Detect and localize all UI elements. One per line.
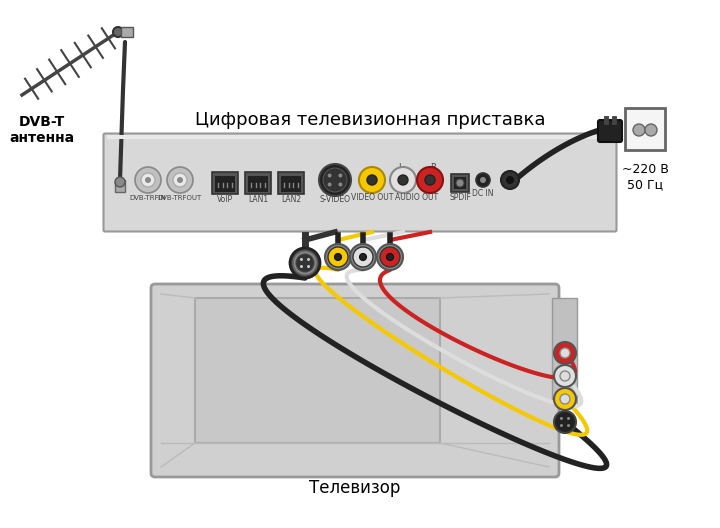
Bar bbox=[195, 298, 440, 443]
Circle shape bbox=[501, 171, 519, 189]
Circle shape bbox=[335, 253, 341, 260]
Circle shape bbox=[323, 168, 347, 192]
Bar bbox=[281, 176, 301, 192]
Circle shape bbox=[300, 258, 303, 261]
Circle shape bbox=[554, 411, 576, 433]
Circle shape bbox=[480, 177, 486, 183]
FancyBboxPatch shape bbox=[104, 134, 616, 231]
Circle shape bbox=[560, 424, 563, 427]
Circle shape bbox=[177, 177, 183, 183]
Bar bbox=[248, 176, 268, 192]
Circle shape bbox=[338, 183, 343, 186]
Circle shape bbox=[380, 247, 400, 267]
Text: Цифровая телевизионная приставка: Цифровая телевизионная приставка bbox=[194, 111, 545, 129]
Circle shape bbox=[338, 174, 343, 177]
Bar bbox=[215, 176, 235, 192]
Circle shape bbox=[113, 27, 123, 37]
Circle shape bbox=[290, 248, 320, 278]
Circle shape bbox=[353, 247, 373, 267]
Text: Телевизор: Телевизор bbox=[310, 479, 401, 497]
Bar bbox=[245, 172, 271, 194]
Circle shape bbox=[387, 253, 394, 260]
Circle shape bbox=[145, 177, 151, 183]
Text: VIDEO OUT: VIDEO OUT bbox=[351, 193, 393, 202]
Bar bbox=[625, 108, 665, 150]
Circle shape bbox=[307, 258, 310, 261]
Circle shape bbox=[350, 244, 376, 270]
Circle shape bbox=[359, 167, 385, 193]
Text: L: L bbox=[397, 163, 402, 172]
Bar bbox=[451, 174, 469, 192]
Text: DVB-T
антенна: DVB-T антенна bbox=[9, 115, 75, 145]
Circle shape bbox=[560, 371, 570, 381]
Bar bbox=[278, 172, 304, 194]
Circle shape bbox=[328, 247, 348, 267]
Circle shape bbox=[115, 177, 125, 187]
Circle shape bbox=[328, 174, 332, 177]
Circle shape bbox=[560, 348, 570, 358]
Text: AUDIO OUT: AUDIO OUT bbox=[395, 193, 438, 202]
Circle shape bbox=[417, 167, 443, 193]
Circle shape bbox=[293, 251, 317, 275]
Circle shape bbox=[296, 254, 314, 272]
Circle shape bbox=[554, 342, 576, 364]
Circle shape bbox=[390, 167, 416, 193]
Circle shape bbox=[554, 388, 576, 410]
Circle shape bbox=[377, 244, 403, 270]
Circle shape bbox=[645, 124, 657, 136]
Circle shape bbox=[328, 183, 332, 186]
Circle shape bbox=[425, 175, 435, 185]
Circle shape bbox=[567, 417, 570, 420]
Circle shape bbox=[319, 164, 351, 196]
Bar bbox=[115, 180, 125, 192]
Circle shape bbox=[456, 179, 464, 187]
Bar bbox=[107, 135, 613, 139]
Text: VoIP: VoIP bbox=[217, 195, 233, 204]
Circle shape bbox=[367, 175, 377, 185]
Circle shape bbox=[554, 365, 576, 387]
Circle shape bbox=[167, 167, 193, 193]
Circle shape bbox=[141, 173, 155, 187]
Circle shape bbox=[560, 394, 570, 404]
Text: SPDIF: SPDIF bbox=[449, 193, 471, 202]
Text: LAN1: LAN1 bbox=[248, 195, 268, 204]
Bar bbox=[212, 172, 238, 194]
Bar bbox=[552, 298, 577, 403]
Circle shape bbox=[476, 173, 490, 187]
Circle shape bbox=[506, 176, 514, 184]
Bar bbox=[454, 177, 466, 189]
FancyBboxPatch shape bbox=[151, 284, 559, 477]
Bar bbox=[121, 27, 133, 37]
Text: DC IN: DC IN bbox=[472, 189, 494, 198]
Circle shape bbox=[567, 424, 570, 427]
Circle shape bbox=[359, 253, 366, 260]
Text: DVB-TRFIN: DVB-TRFIN bbox=[130, 195, 166, 201]
Text: LAN2: LAN2 bbox=[281, 195, 301, 204]
Circle shape bbox=[398, 175, 408, 185]
Circle shape bbox=[633, 124, 645, 136]
FancyBboxPatch shape bbox=[598, 120, 622, 142]
Circle shape bbox=[325, 244, 351, 270]
Circle shape bbox=[307, 265, 310, 268]
Circle shape bbox=[560, 417, 563, 420]
Text: ~220 В
50 Гц: ~220 В 50 Гц bbox=[621, 163, 668, 191]
Text: DVB-TRFOUT: DVB-TRFOUT bbox=[158, 195, 202, 201]
Circle shape bbox=[173, 173, 187, 187]
Text: S-VIDEO: S-VIDEO bbox=[320, 195, 351, 204]
Circle shape bbox=[135, 167, 161, 193]
Text: R: R bbox=[430, 163, 436, 172]
Circle shape bbox=[300, 265, 303, 268]
